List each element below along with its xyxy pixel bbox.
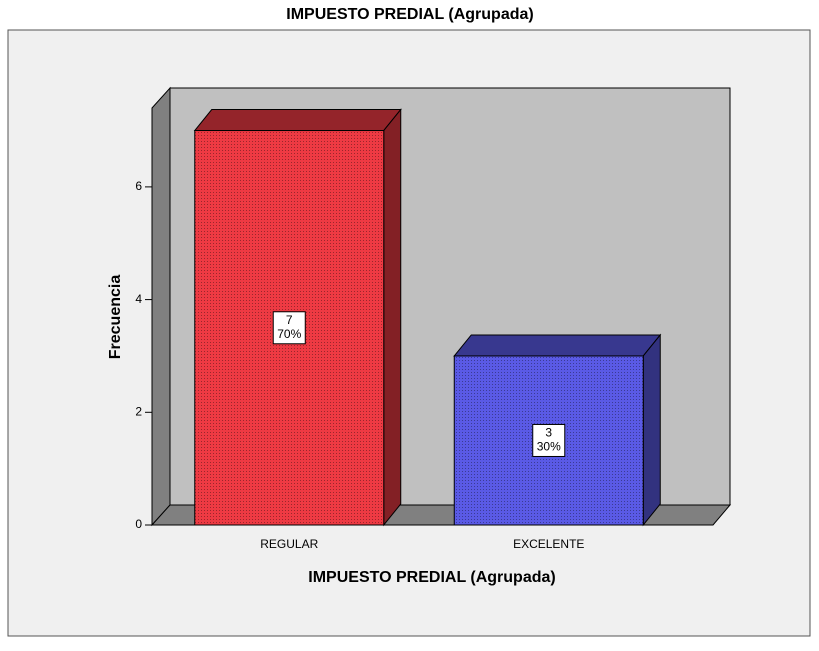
left-wall — [151, 86, 171, 527]
y-tick-label: 0 — [135, 517, 142, 531]
percent-label: 30% — [537, 440, 561, 454]
x-tick-label: EXCELENTE — [513, 537, 584, 551]
percent-label: 70% — [277, 327, 301, 341]
bar-top — [193, 109, 402, 132]
y-axis-label: Frecuencia — [107, 275, 124, 360]
bar-side — [642, 333, 661, 527]
value-label: 3 — [545, 426, 552, 440]
value-label-box — [272, 311, 306, 345]
x-tick-label: REGULAR — [260, 537, 318, 551]
value-label: 7 — [286, 313, 293, 327]
chart-title: IMPUESTO PREDIAL (Agrupada) — [286, 6, 533, 23]
bar-top — [453, 334, 662, 357]
y-tick-label: 6 — [135, 179, 142, 193]
y-tick-label: 4 — [135, 292, 142, 306]
x-axis-label: IMPUESTO PREDIAL (Agrupada) — [308, 569, 555, 586]
y-tick-label: 2 — [135, 404, 142, 418]
value-label-box — [532, 423, 566, 457]
bar-side — [383, 108, 402, 527]
